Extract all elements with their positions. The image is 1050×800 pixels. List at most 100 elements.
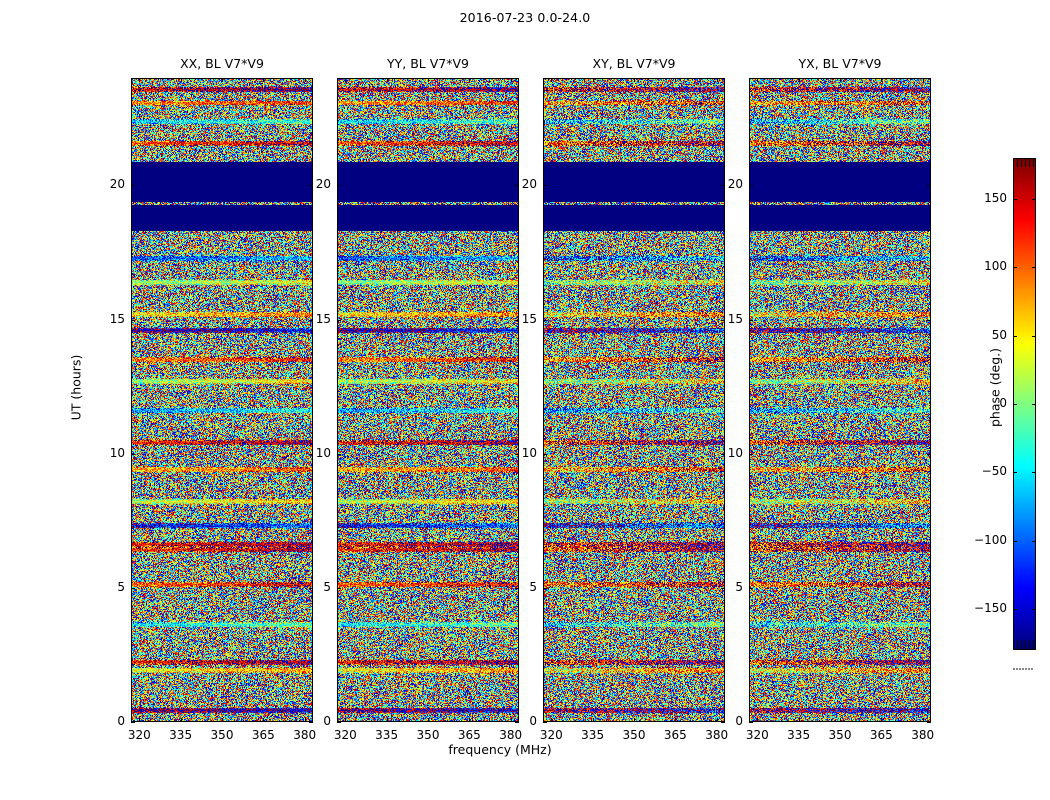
x-tick-mark [345, 718, 347, 722]
x-tick-mark [881, 78, 883, 82]
y-tick-mark [309, 453, 313, 455]
x-tick-mark [263, 718, 265, 722]
colorbar-tick-label: −50 [981, 464, 1007, 479]
y-tick-mark [131, 453, 135, 455]
colorbar-tick-mark [1013, 335, 1017, 337]
x-tick-mark [263, 78, 265, 82]
y-tick-mark [515, 587, 519, 589]
x-tick-mark [634, 718, 635, 722]
y-axis-label: UT (hours) [68, 354, 84, 421]
y-tick-mark [543, 453, 547, 455]
y-tick-mark [543, 722, 547, 723]
colorbar-tick-label: −100 [974, 532, 1007, 547]
colorbar-tick-mark [1013, 472, 1017, 474]
y-tick-label: 0 [323, 714, 331, 728]
x-tick-mark [634, 78, 635, 82]
x-tick-mark [716, 718, 718, 722]
colorbar-tick-mark [1032, 404, 1036, 405]
x-tick-mark [757, 78, 759, 82]
x-tick-mark [840, 718, 841, 722]
y-tick-mark [515, 319, 519, 321]
heatmap-panel-xy[interactable] [543, 78, 725, 722]
x-tick-mark [139, 78, 141, 82]
x-tick-label: 335 [375, 728, 399, 742]
x-tick-mark [592, 718, 594, 722]
x-tick-label: 350 [416, 728, 440, 742]
y-tick-label: 10 [727, 445, 743, 460]
y-tick-label: 5 [735, 579, 743, 594]
y-tick-mark [749, 453, 753, 455]
x-tick-mark [551, 78, 553, 82]
x-tick-label: 320 [539, 728, 563, 742]
colorbar-tick-mark [1032, 267, 1036, 269]
y-tick-label: 10 [315, 445, 331, 460]
colorbar-tick-label: 150 [984, 191, 1007, 205]
x-tick-label: 365 [251, 728, 275, 742]
x-tick-mark [551, 718, 553, 722]
colorbar-tick-label: 0 [999, 396, 1007, 410]
x-tick-label: 350 [828, 728, 852, 742]
y-tick-mark [721, 453, 725, 455]
panel-title-xy: XY, BL V7*V9 [592, 56, 676, 71]
x-tick-mark [304, 78, 306, 82]
x-tick-label: 320 [127, 728, 151, 742]
colorbar-tick-label: 50 [991, 327, 1007, 342]
x-tick-mark [469, 718, 471, 722]
x-tick-mark [798, 718, 800, 722]
y-tick-mark [543, 319, 547, 321]
x-tick-mark [222, 718, 223, 722]
colorbar-tick-mark [1032, 472, 1036, 474]
x-tick-mark [510, 78, 512, 82]
y-tick-mark [749, 587, 753, 589]
y-tick-mark [721, 587, 725, 589]
x-tick-mark [386, 78, 388, 82]
x-tick-label: 350 [210, 728, 234, 742]
x-tick-label: 335 [169, 728, 193, 742]
colorbar-tick-mark [1013, 199, 1017, 200]
x-tick-label: 380 [499, 728, 523, 742]
colorbar-tick-mark [1013, 609, 1017, 610]
colorbar-tick-label: −150 [974, 601, 1007, 615]
y-tick-mark [927, 453, 931, 455]
y-tick-mark [927, 185, 931, 187]
colorbar-tick-mark [1032, 540, 1036, 542]
y-tick-mark [309, 587, 313, 589]
heatmap-panel-yy[interactable] [337, 78, 519, 722]
y-tick-label: 5 [323, 579, 331, 594]
y-tick-label: 20 [727, 177, 743, 192]
y-tick-label: 5 [529, 579, 537, 594]
colorbar-tick-mark [1032, 335, 1036, 337]
x-tick-mark [180, 718, 182, 722]
y-tick-label: 20 [109, 177, 125, 192]
x-tick-mark [757, 718, 759, 722]
x-tick-label: 335 [787, 728, 811, 742]
x-axis-label: frequency (MHz) [448, 742, 552, 757]
y-tick-mark [515, 722, 519, 723]
colorbar-tick-mark [1032, 199, 1036, 200]
x-tick-mark [922, 718, 924, 722]
y-tick-label: 0 [529, 714, 537, 728]
y-tick-label: 20 [315, 177, 331, 192]
colorbar-underflow-marker [1013, 655, 1036, 670]
y-tick-mark [131, 185, 135, 187]
y-tick-mark [721, 185, 725, 187]
heatmap-panel-xx[interactable] [131, 78, 313, 722]
y-tick-label: 15 [315, 311, 331, 326]
y-tick-mark [543, 587, 547, 589]
colorbar-tick-mark [1013, 540, 1017, 542]
colorbar-tick-mark [1013, 404, 1017, 405]
x-tick-mark [345, 78, 347, 82]
x-tick-label: 335 [581, 728, 605, 742]
y-tick-label: 10 [109, 445, 125, 460]
y-tick-mark [543, 185, 547, 187]
x-tick-mark [592, 78, 594, 82]
figure-suptitle: 2016-07-23 0.0-24.0 [459, 10, 591, 25]
y-tick-mark [309, 185, 313, 187]
y-tick-mark [337, 319, 341, 321]
y-tick-mark [131, 722, 135, 723]
y-tick-mark [721, 722, 725, 723]
y-tick-mark [337, 722, 341, 723]
x-tick-mark [510, 718, 512, 722]
heatmap-panel-yx[interactable] [749, 78, 931, 722]
